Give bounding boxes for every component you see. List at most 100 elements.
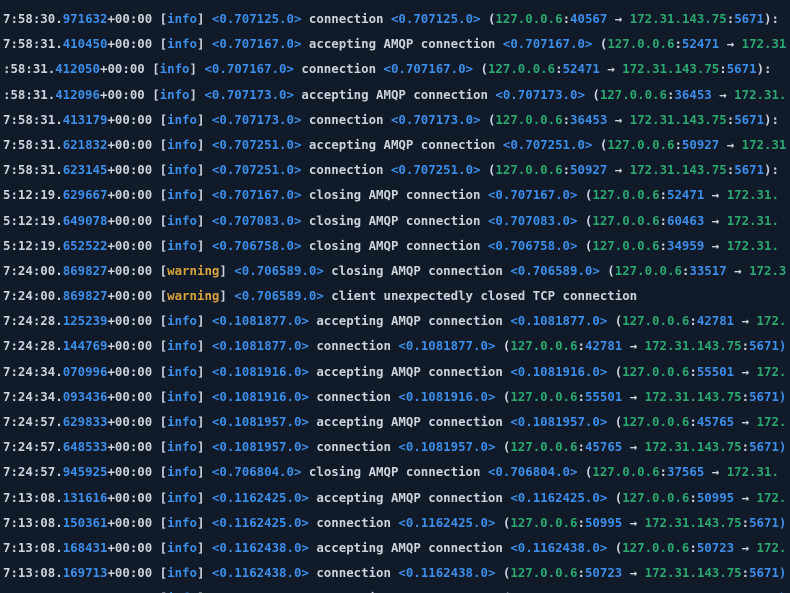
log-segment-blue: 5671) <box>749 590 786 593</box>
log-segment-fg: :58:31. <box>3 86 56 102</box>
log-segment-fg: ( <box>480 11 496 26</box>
log-segment-fg: connection <box>301 111 391 127</box>
log-segment-fg: ] <box>196 414 212 429</box>
log-line: 7:58:31.413179+00:00 [info] <0.707173.0>… <box>3 107 790 132</box>
log-segment-fg: ] <box>196 111 212 127</box>
log-segment-blue: <0.1081916.0> <box>510 363 608 379</box>
log-line: 7:13:08.168431+00:00 [info] <0.1162438.0… <box>3 535 790 560</box>
log-segment-blue: <0.707167.0> <box>204 61 294 77</box>
log-segment-blue: 50723 <box>696 539 735 555</box>
log-segment-green: 172.31.143.75 <box>644 439 742 455</box>
log-segment-fg: +00:00 [ <box>107 539 168 555</box>
log-segment-blue: <0.1162425.0> <box>211 489 309 505</box>
log-segment-fg: → <box>622 565 645 581</box>
log-segment-green: 127.0.0.6 <box>510 565 578 581</box>
log-segment-fg: ( <box>607 313 623 329</box>
log-segment-blue: 5671 <box>726 61 757 77</box>
log-segment-blue: <0.1081877.0> <box>211 313 309 329</box>
log-segment-fg: : <box>741 565 750 581</box>
log-segment-blue: <0.1162425.0> <box>510 489 608 505</box>
log-segment-fg: ] <box>197 590 212 593</box>
log-segment-blue: <0.707083.0> <box>211 212 302 228</box>
log-segment-fg: connection <box>308 388 399 404</box>
log-segment-fg: +00:00 [ <box>107 439 168 455</box>
log-segment-fg: ] <box>196 464 212 480</box>
log-segment-fg: 7:58:31. <box>3 136 63 152</box>
log-segment-fg: : <box>741 338 750 354</box>
log-segment-fg: : <box>659 464 667 480</box>
log-segment-fg: ] <box>196 388 212 404</box>
log-segment-fg: → <box>607 162 630 178</box>
log-segment-fg: → <box>734 539 757 555</box>
log-segment-fg: ] <box>196 11 212 26</box>
log-segment-green: 172.31. <box>726 464 779 480</box>
log-segment-blue: 36453 <box>674 86 712 102</box>
log-segment-blue: 945925 <box>62 464 108 480</box>
log-segment-fg: → <box>719 36 742 52</box>
log-segment-blue: 55501 <box>696 363 735 379</box>
log-segment-blue: info <box>167 111 197 127</box>
log-segment-green: 172.31.143.75 <box>629 162 727 178</box>
log-segment-green: 172.31. <box>734 86 787 102</box>
log-segment-blue: info <box>159 86 190 102</box>
log-segment-blue: <0.1162425.0> <box>211 514 309 530</box>
log-segment-fg: 7:24:34. <box>3 388 63 404</box>
log-segment-green: 127.0.0.6 <box>495 111 563 127</box>
log-segment-blue: <0.707173.0> <box>211 111 302 127</box>
log-segment-fg: : <box>674 136 682 152</box>
log-segment-fg: ( <box>480 162 496 178</box>
log-line-partial: 7:13:08.169713+00:00 [info] <0.1162438.0… <box>3 585 790 593</box>
log-segment-blue: 413179 <box>62 111 108 127</box>
log-line: 5:12:19.652522+00:00 [info] <0.706758.0>… <box>3 233 790 258</box>
log-segment-blue: <0.706589.0> <box>234 262 324 278</box>
log-segment-blue: 412050 <box>55 61 100 77</box>
log-segment-blue: <0.1081957.0> <box>510 414 608 429</box>
log-line: 7:24:28.125239+00:00 [info] <0.1081877.0… <box>3 308 790 333</box>
log-segment-green: 172.31.143.75 <box>645 590 742 593</box>
log-segment-fg: ( <box>495 514 511 530</box>
log-segment-fg: +00:00 [ <box>107 36 168 52</box>
log-segment-green: 127.0.0.6 <box>510 439 578 455</box>
log-line: 7:24:34.070996+00:00 [info] <0.1081916.0… <box>3 359 790 384</box>
log-segment-fg: → <box>622 439 645 455</box>
log-segment-fg: : <box>741 388 750 404</box>
log-segment-fg: closing AMQP connection <box>323 262 511 278</box>
log-segment-fg: ] <box>196 136 212 152</box>
log-segment-fg: 7:13:08. <box>3 565 63 581</box>
log-segment-green: 172. <box>756 313 787 329</box>
log-segment-fg: +00:00 [ <box>107 489 168 505</box>
log-segment-fg: : <box>719 61 727 77</box>
log-segment-fg: ( <box>599 262 615 278</box>
log-segment-blue: info <box>167 414 197 429</box>
log-segment-blue: 648533 <box>62 439 108 455</box>
log-segment-blue: 131616 <box>62 489 108 505</box>
log-segment-fg: connection <box>308 514 399 530</box>
log-segment-fg: +00:00 [ <box>107 162 168 178</box>
log-segment-fg: ] <box>189 86 205 102</box>
log-segment-fg: 7:24:57. <box>3 439 63 455</box>
log-segment-blue: <0.1162438.0> <box>211 565 309 581</box>
log-segment-green: 127.0.0.6 <box>622 414 690 429</box>
log-segment-blue: info <box>167 212 197 228</box>
log-segment-fg: : <box>726 11 735 26</box>
log-segment-blue: 869827 <box>62 288 108 304</box>
log-segment-blue: info <box>167 187 197 203</box>
log-segment-blue: 629833 <box>62 414 108 429</box>
log-segment-blue: <0.707251.0> <box>211 162 302 178</box>
log-segment-yellow: warning <box>167 288 220 304</box>
log-segment-fg: +00:00 [ <box>107 565 168 581</box>
log-line: 7:58:31.410450+00:00 [info] <0.707167.0>… <box>3 31 790 56</box>
log-segment-blue: <0.1162438.0> <box>398 565 496 581</box>
log-segment-fg: : <box>562 111 571 127</box>
log-segment-fg: accepting AMQP connection <box>308 489 511 505</box>
log-segment-green: 172.31. <box>726 187 779 203</box>
log-segment-blue: 144769 <box>62 338 108 354</box>
log-segment-fg: ( <box>607 414 623 429</box>
log-segment-fg: : <box>577 514 585 530</box>
log-segment-fg: +00:00 [ <box>107 212 168 228</box>
log-segment-fg: +00:00 [ <box>107 363 168 379</box>
log-line: :58:31.412050+00:00 [info] <0.707167.0> … <box>3 56 790 81</box>
log-segment-fg: → <box>704 464 727 480</box>
log-segment-blue: <0.707167.0> <box>211 36 302 52</box>
